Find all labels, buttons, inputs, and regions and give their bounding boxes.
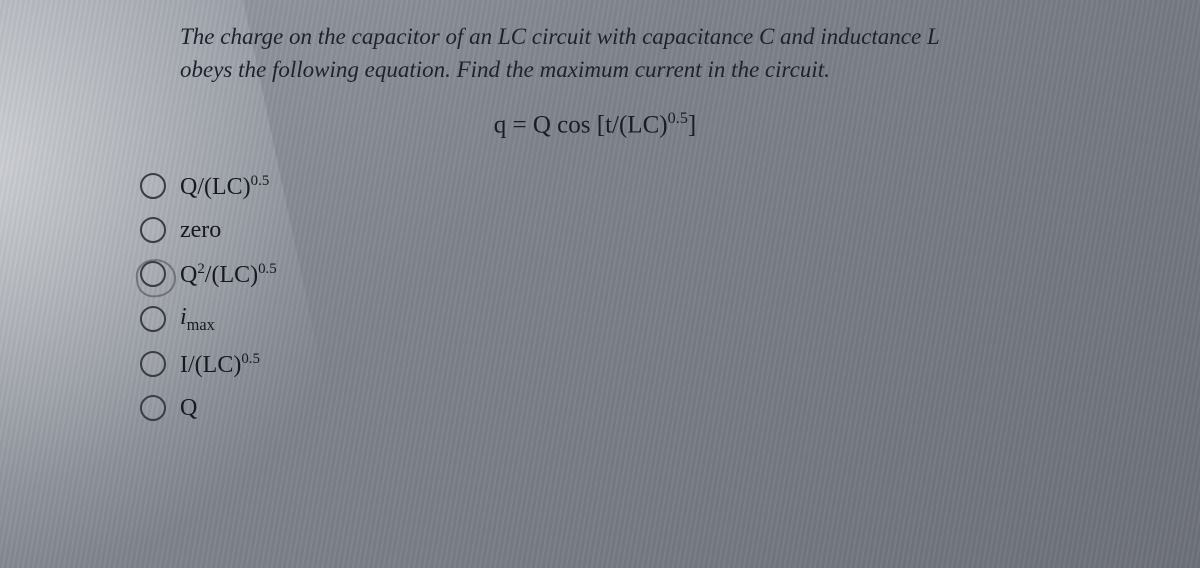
option-opt-c[interactable]: Q2/(LC)0.5 — [140, 261, 1130, 287]
radio-opt-b[interactable] — [140, 217, 166, 243]
radio-opt-e[interactable] — [140, 351, 166, 377]
option-label-opt-a: Q/(LC)0.5 — [180, 174, 269, 199]
option-label-opt-d: imax — [180, 305, 215, 333]
option-opt-d[interactable]: imax — [140, 305, 1130, 333]
option-opt-a[interactable]: Q/(LC)0.5 — [140, 173, 1130, 199]
option-label-opt-f: Q — [180, 396, 197, 420]
prompt-line-2: obeys the following equation. Find the m… — [180, 57, 830, 82]
prompt-line-1: The charge on the capacitor of an LC cir… — [180, 24, 940, 49]
question-container: The charge on the capacitor of an LC cir… — [0, 0, 1200, 421]
radio-opt-d[interactable] — [140, 306, 166, 332]
radio-opt-c[interactable] — [140, 261, 166, 287]
option-opt-e[interactable]: I/(LC)0.5 — [140, 351, 1130, 377]
option-opt-b[interactable]: zero — [140, 217, 1130, 243]
question-equation: q = Q cos [t/(LC)0.5] — [180, 109, 1130, 139]
options-list: Q/(LC)0.5 zero Q2/(LC)0.5 imax I/(LC)0.5 Q — [140, 173, 1130, 421]
question-prompt: The charge on the capacitor of an LC cir… — [180, 20, 1130, 87]
option-opt-f[interactable]: Q — [140, 395, 1130, 421]
option-label-opt-e: I/(LC)0.5 — [180, 352, 260, 377]
radio-opt-a[interactable] — [140, 173, 166, 199]
option-label-opt-c: Q2/(LC)0.5 — [180, 262, 277, 287]
option-label-opt-b: zero — [180, 218, 221, 242]
radio-opt-f[interactable] — [140, 395, 166, 421]
